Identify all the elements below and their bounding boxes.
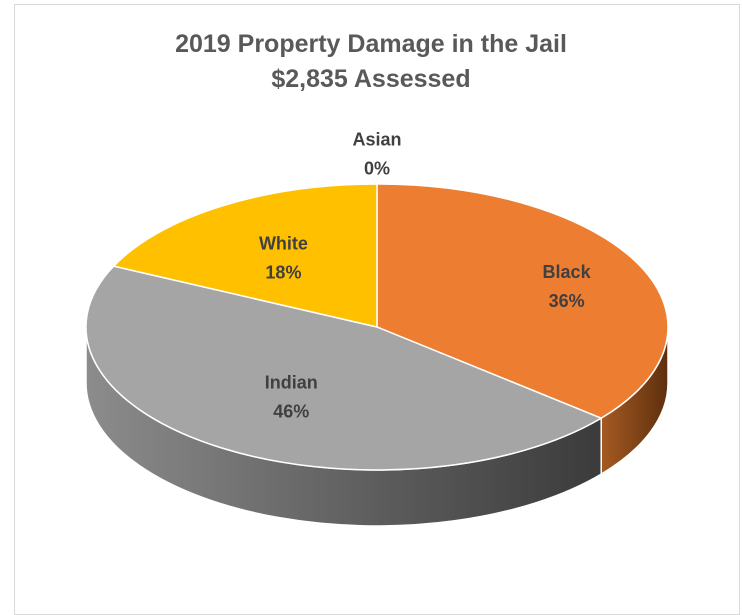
slice-label-black: Black [543, 262, 592, 282]
slice-value-indian: 46% [273, 401, 309, 421]
slice-value-white: 18% [265, 263, 301, 283]
slice-label-indian: Indian [265, 372, 318, 392]
chart-title: 2019 Property Damage in the Jail [175, 30, 567, 58]
chart-subtitle: $2,835 Assessed [271, 65, 471, 93]
pie-slice-white [112, 183, 378, 328]
slice-value-black: 36% [549, 291, 585, 311]
slice-label-asian: Asian [352, 129, 401, 149]
pie-slice-black [376, 183, 669, 419]
pie-slice-indian [85, 265, 602, 471]
slice-label-white: White [259, 234, 308, 254]
slice-value-asian: 0% [364, 158, 390, 178]
